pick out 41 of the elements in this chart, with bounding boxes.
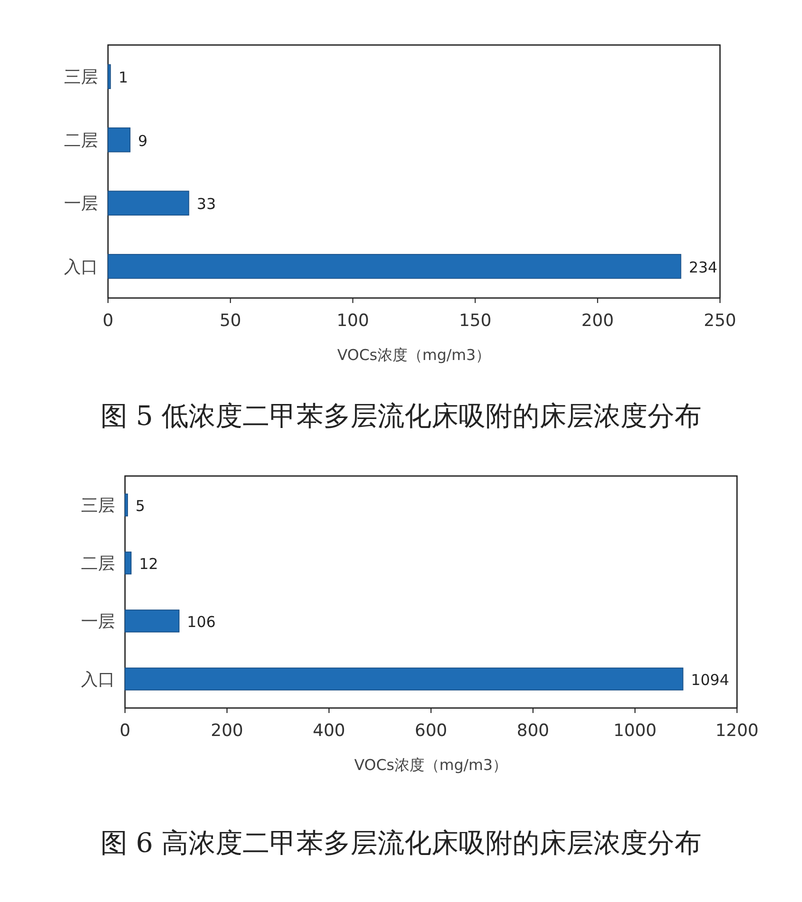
y-tick-label: 入口: [64, 257, 98, 278]
data-label: 106: [187, 613, 216, 631]
bar: [124, 494, 128, 516]
bar: [124, 552, 132, 574]
x-tick-label: 200: [581, 311, 614, 331]
y-tick-label: 三层: [64, 68, 98, 88]
x-tick-label: 100: [336, 311, 370, 331]
bar: [108, 254, 682, 279]
x-axis-title: VOCs浓度（mg/m3）: [337, 346, 491, 364]
y-tick-label: 一层: [81, 612, 115, 632]
text: 图 5 低浓度二甲苯多层流化床吸附的床层浓度分布: [100, 401, 702, 432]
y-tick-label: 一层: [64, 194, 98, 214]
y-tick-label: 二层: [81, 554, 115, 574]
x-tick-label: 50: [220, 311, 242, 331]
data-label: 12: [139, 555, 158, 573]
x-tick-label: 800: [516, 721, 550, 741]
x-tick-label: 150: [458, 311, 492, 331]
data-label: 234: [688, 258, 718, 276]
x-tick-label: 200: [210, 721, 244, 741]
text: 图 6 高浓度二甲苯多层流化床吸附的床层浓度分布: [100, 828, 702, 859]
bar: [124, 610, 180, 632]
data-label: 9: [138, 132, 148, 150]
y-tick-label: 二层: [64, 130, 98, 151]
x-tick-label: 250: [704, 311, 736, 331]
x-tick-label: 0: [102, 311, 114, 331]
bar: [108, 190, 190, 216]
x-tick-label: 0: [120, 721, 130, 741]
bar: [108, 127, 130, 152]
data-label: 1094: [690, 671, 730, 689]
data-label: 1: [118, 68, 128, 87]
x-axis-title: VOCs浓度（mg/m3）: [354, 756, 508, 774]
x-tick-label: 600: [414, 721, 448, 741]
x-tick-label: 400: [312, 721, 346, 741]
bar: [124, 668, 684, 690]
y-tick-label: 三层: [81, 496, 115, 516]
x-tick-label: 1000: [613, 721, 657, 741]
y-tick-label: 入口: [81, 670, 115, 690]
data-label: 5: [136, 497, 146, 515]
data-label: 33: [196, 195, 216, 214]
bar: [108, 64, 111, 90]
x-tick-label: 1200: [715, 721, 759, 741]
